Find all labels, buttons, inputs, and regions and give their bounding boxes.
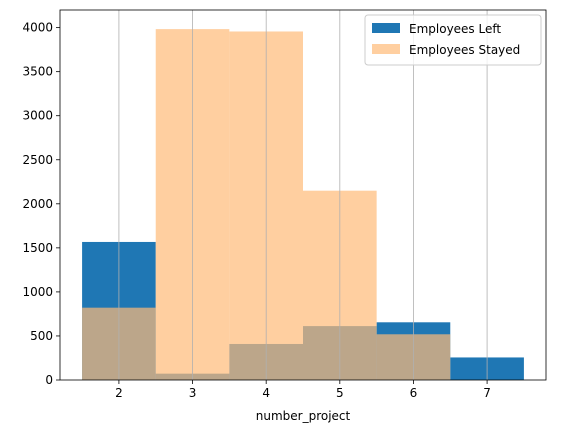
x-gridlines [118,10,488,380]
x-tick-label: 2 [115,386,123,400]
y-tick-label: 4000 [22,21,53,35]
y-tick-label: 3500 [22,65,53,79]
y-tick-label: 1000 [22,285,53,299]
axes [59,9,547,381]
axes-frame [59,9,547,381]
x-tick-label: 7 [483,386,491,400]
legend-label-stayed: Employees Stayed [409,43,520,57]
y-tick-label: 500 [30,329,53,343]
legend-label-left: Employees Left [409,22,501,36]
y-axis-ticks: 0 500 1000 1500 2000 2500 3000 3500 4000 [22,21,60,387]
y-tick-label: 0 [45,373,53,387]
x-axis-label: number_project [256,409,351,423]
y-tick-label: 1500 [22,241,53,255]
x-tick-label: 4 [262,386,270,400]
legend: Employees Left Employees Stayed [364,14,542,66]
legend-swatch-stayed [372,44,400,54]
y-tick-label: 3000 [22,109,53,123]
x-axis-ticks: 2 3 4 5 6 7 [115,380,491,400]
legend-swatch-left [372,23,400,33]
histogram-bars [82,29,524,380]
y-tick-label: 2000 [22,197,53,211]
y-tick-label: 2500 [22,153,53,167]
x-tick-label: 5 [336,386,344,400]
legend-box [364,14,542,66]
x-tick-label: 6 [410,386,418,400]
x-tick-label: 3 [189,386,197,400]
